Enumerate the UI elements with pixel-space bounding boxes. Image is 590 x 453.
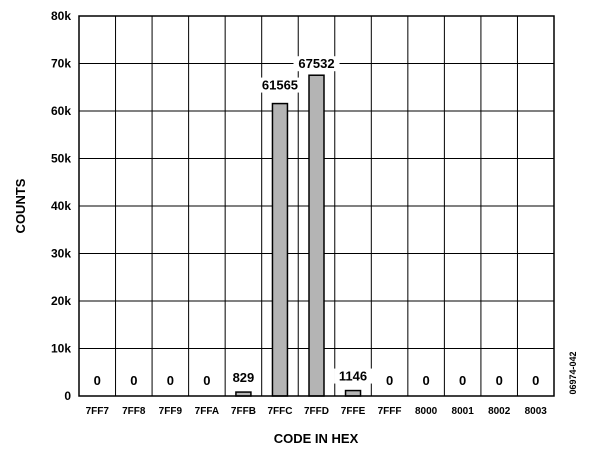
figure-code: 06974-042 — [568, 351, 578, 394]
x-tick-label: 8000 — [415, 406, 438, 417]
bars — [235, 74, 362, 397]
data-label-7FF8: 0 — [130, 373, 137, 388]
data-label-7FFA: 0 — [203, 373, 210, 388]
x-tick-label: 7FFC — [267, 406, 292, 417]
x-tick-label: 7FF9 — [159, 406, 183, 417]
x-tick-label: 8002 — [488, 406, 511, 417]
data-label-mask — [293, 56, 340, 72]
x-tick-label: 7FFD — [304, 406, 329, 417]
bar-7FFE — [344, 389, 362, 397]
x-axis-label: CODE IN HEX — [274, 431, 359, 446]
y-axis-label: COUNTS — [13, 178, 28, 233]
data-label-mask — [334, 368, 373, 384]
tick-labels: 0 10k 20k 30k 40k 50k 60k 70k 80k 7FF7 7FF8 7FF9 7FF… — [51, 9, 547, 417]
x-tick-label: 7FFB — [231, 406, 256, 417]
data-label-8000: 0 — [422, 373, 429, 388]
y-tick-label: 50k — [51, 152, 71, 166]
data-label-8001: 0 — [459, 373, 466, 388]
x-tick-label: 7FFA — [195, 406, 219, 417]
y-tick-label: 30k — [51, 247, 71, 261]
data-label-7FF9: 0 — [167, 373, 174, 388]
x-tick-label: 8001 — [452, 406, 475, 417]
data-label-7FFD: 67532 — [298, 56, 334, 71]
data-label-8003: 0 — [532, 373, 539, 388]
data-label-8002: 0 — [496, 373, 503, 388]
y-tick-label: 20k — [51, 294, 71, 308]
y-tick-label: 40k — [51, 199, 71, 213]
bar-7FFC — [271, 102, 289, 397]
data-label-mask — [256, 77, 303, 93]
y-tick-label: 70k — [51, 57, 71, 71]
data-label-7FFC: 61565 — [262, 78, 298, 93]
y-tick-label: 10k — [51, 342, 71, 356]
data-label-mask — [492, 373, 507, 388]
data-label-7FFF: 0 — [386, 373, 393, 388]
data-label-7FFE: 1146 — [339, 369, 367, 384]
y-tick-label: 0 — [64, 389, 71, 403]
data-label-mask — [528, 373, 543, 388]
plot-frame — [78, 15, 555, 397]
x-tick-label: 7FFF — [378, 406, 402, 417]
data-label-mask — [199, 373, 214, 388]
data-label-mask — [163, 373, 178, 388]
x-tick-label: 8003 — [525, 406, 548, 417]
x-tick-label: 7FF7 — [86, 406, 110, 417]
bar-7FFD — [308, 74, 325, 397]
y-tick-label: 80k — [51, 9, 71, 23]
x-tick-label: 7FF8 — [122, 406, 146, 417]
data-label-7FFB: 829 — [233, 370, 255, 385]
x-tick-label: 7FFE — [341, 406, 366, 417]
y-tick-label: 60k — [51, 104, 71, 118]
data-label-mask — [382, 373, 397, 388]
data-label-mask — [455, 373, 470, 388]
data-label-mask — [90, 373, 105, 388]
data-label-mask — [228, 370, 259, 386]
data-label-mask — [126, 373, 141, 388]
data-label-mask — [419, 373, 434, 388]
data-label-7FF7: 0 — [94, 373, 101, 388]
